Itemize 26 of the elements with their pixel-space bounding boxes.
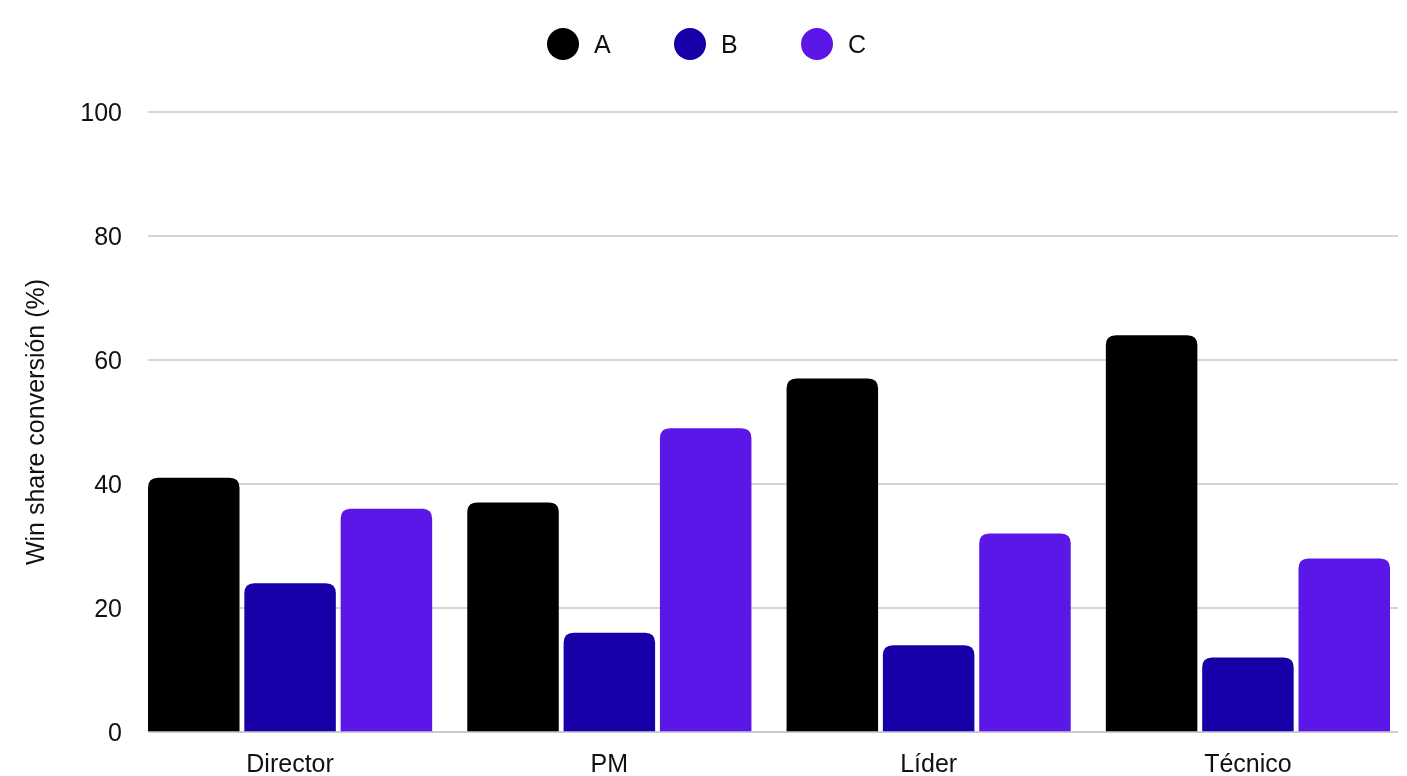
bar (467, 502, 559, 732)
bar (786, 378, 879, 732)
y-tick-label: 80 (94, 221, 122, 250)
bar (1105, 335, 1198, 732)
legend-label: A (594, 29, 611, 58)
x-tick-label: Técnico (1204, 749, 1292, 776)
y-tick-label: 0 (108, 717, 122, 746)
bar (979, 533, 1071, 732)
bar (244, 583, 336, 732)
bar (563, 632, 656, 732)
bar (148, 477, 240, 732)
bar (340, 508, 433, 732)
legend-label: C (848, 29, 867, 58)
bar (1298, 558, 1390, 732)
bar (659, 428, 752, 732)
legend-label: B (721, 29, 738, 58)
y-tick-label: 100 (80, 97, 122, 126)
bar (882, 645, 975, 732)
bar (1202, 657, 1294, 732)
y-tick-label: 40 (94, 469, 122, 498)
x-tick-label: PM (590, 749, 629, 776)
x-tick-label: Director (246, 749, 334, 776)
y-tick-label: 60 (94, 345, 122, 374)
y-tick-label: 20 (94, 593, 122, 622)
y-axis-title: Win share conversión (%) (21, 278, 49, 566)
x-tick-label: Líder (900, 749, 958, 776)
